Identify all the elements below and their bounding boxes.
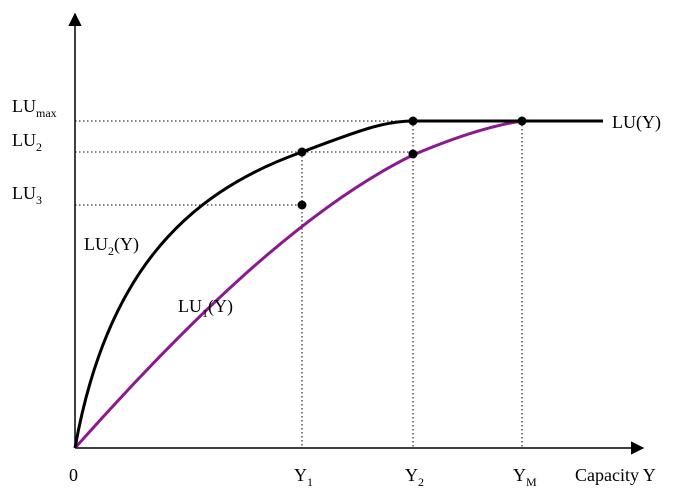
y-tick-lu3: LU3 xyxy=(12,183,42,207)
y-tick-lumax: LUmax xyxy=(12,96,57,120)
point-lu1-y2 xyxy=(408,149,418,159)
point-lu3-y1 xyxy=(297,200,307,210)
points xyxy=(297,116,527,210)
curve-lu1 xyxy=(73,119,523,449)
label-lu2-y: LU2(Y) xyxy=(84,234,139,258)
label-lu-y: LU(Y) xyxy=(612,112,661,133)
point-lu2-y1 xyxy=(297,147,307,157)
guide-lines xyxy=(75,120,523,448)
x-tick-ym: YM xyxy=(513,465,537,489)
x-axis-label: Capacity Y xyxy=(575,465,656,485)
x-tick-y1: Y1 xyxy=(294,465,313,489)
point-lumax-ym xyxy=(517,116,527,126)
curve-lu2 xyxy=(73,119,603,449)
label-lu1-y: LU1(Y) xyxy=(178,296,233,320)
x-tick-y2: Y2 xyxy=(405,465,424,489)
point-lumax-y2 xyxy=(408,116,418,126)
origin-label: 0 xyxy=(69,465,78,485)
y-tick-lu2: LU2 xyxy=(12,130,42,154)
